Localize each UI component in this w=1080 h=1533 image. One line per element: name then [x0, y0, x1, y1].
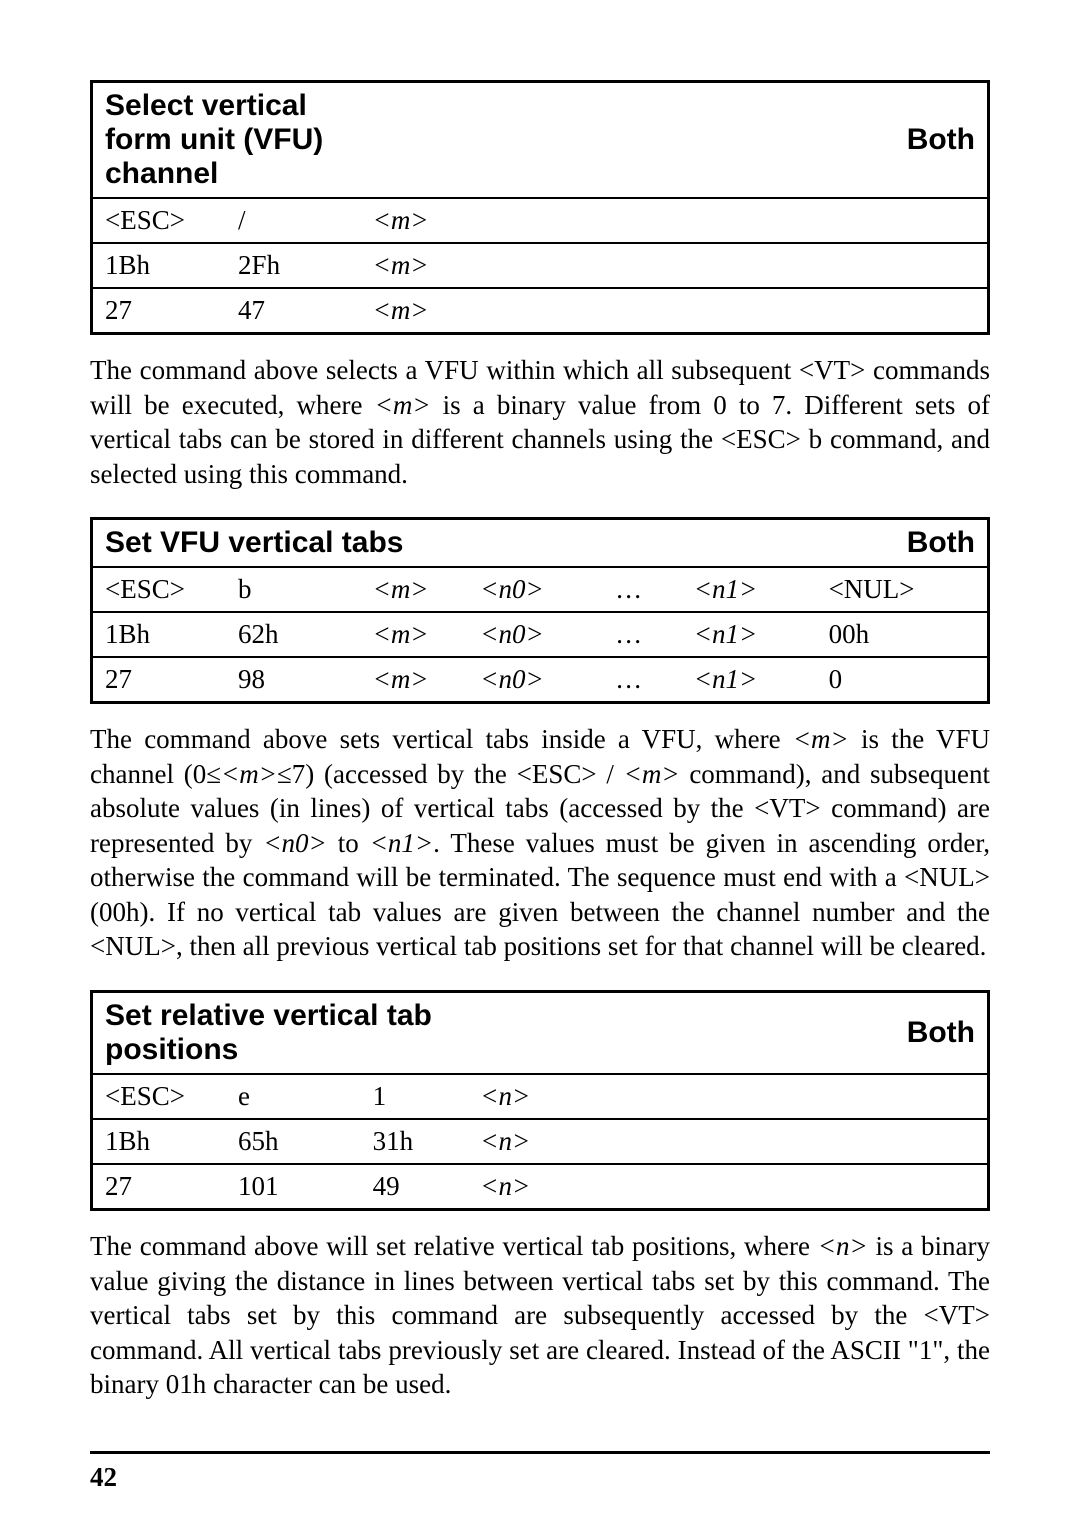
cell: 1 [361, 1074, 469, 1119]
cell: b [226, 567, 361, 612]
text: The command above will set relative vert… [90, 1231, 818, 1261]
cell [468, 288, 988, 334]
cell: <ESC> [92, 198, 227, 243]
cell: 1Bh [92, 1119, 227, 1164]
cell: / [226, 198, 361, 243]
cell: <m> [361, 567, 469, 612]
cell: <m> [361, 657, 469, 703]
cell: <m> [361, 243, 469, 288]
page-number: 42 [90, 1462, 117, 1492]
text-italic: <n> [818, 1231, 868, 1261]
text-italic: <m> [793, 724, 849, 754]
cell [855, 1164, 988, 1210]
table-row: 1Bh 65h 31h <n> [92, 1119, 989, 1164]
cell: 1Bh [92, 612, 227, 657]
text-italic: <m> [221, 759, 277, 789]
cell: <m> [361, 612, 469, 657]
cell: <n0> [468, 657, 603, 703]
cell [855, 1074, 988, 1119]
cell: <ESC> [92, 1074, 227, 1119]
cell: <NUL> [817, 567, 989, 612]
paragraph: The command above selects a VFU within w… [90, 353, 990, 491]
cell: <n> [468, 1074, 855, 1119]
cell [468, 198, 988, 243]
cell: 0 [817, 657, 989, 703]
cell: <n1> [682, 567, 817, 612]
table-mode: Both [603, 519, 988, 568]
table-row: <ESC> / <m> [92, 198, 989, 243]
cell: e [226, 1074, 361, 1119]
cell: <n> [468, 1164, 855, 1210]
cell: 31h [361, 1119, 469, 1164]
cell: 27 [92, 1164, 227, 1210]
text-italic: <n0> [263, 828, 326, 858]
page-footer: 42 [90, 1451, 990, 1493]
table-relative-tabs: Set relative vertical tab positions Both… [90, 990, 990, 1211]
cell: 49 [361, 1164, 469, 1210]
paragraph: The command above sets vertical tabs ins… [90, 722, 990, 964]
cell: 00h [817, 612, 989, 657]
cell: 101 [226, 1164, 361, 1210]
text: The command above sets vertical tabs ins… [90, 724, 793, 754]
table-row: 1Bh 62h <m> <n0> … <n1> 00h [92, 612, 989, 657]
text-italic: <m> [624, 759, 680, 789]
cell: <ESC> [92, 567, 227, 612]
cell: <n0> [468, 612, 603, 657]
cell: <n1> [682, 657, 817, 703]
table-mode: Both [361, 82, 989, 199]
table-title: Select vertical form unit (VFU) channel [92, 82, 361, 199]
table-vfu-tabs: Set VFU vertical tabs Both <ESC> b <m> <… [90, 517, 990, 704]
cell: 65h [226, 1119, 361, 1164]
text: to [327, 828, 370, 858]
table-row: <ESC> b <m> <n0> … <n1> <NUL> [92, 567, 989, 612]
cell: … [603, 612, 682, 657]
table-row: 27 101 49 <n> [92, 1164, 989, 1210]
cell: <n> [468, 1119, 855, 1164]
cell: … [603, 657, 682, 703]
table-row: 1Bh 2Fh <m> [92, 243, 989, 288]
cell: 47 [226, 288, 361, 334]
cell: 62h [226, 612, 361, 657]
cell: 2Fh [226, 243, 361, 288]
table-row: 27 47 <m> [92, 288, 989, 334]
cell: <n1> [682, 612, 817, 657]
table-title: Set VFU vertical tabs [92, 519, 604, 568]
cell: <m> [361, 288, 469, 334]
text-italic: <n1> [370, 828, 433, 858]
cell: 27 [92, 657, 227, 703]
cell: <n0> [468, 567, 603, 612]
table-row: <ESC> e 1 <n> [92, 1074, 989, 1119]
text-italic: <m> [375, 390, 431, 420]
table-title: Set relative vertical tab positions [92, 992, 469, 1075]
text: ≤7) (accessed by the <ESC> / [277, 759, 624, 789]
cell: <m> [361, 198, 469, 243]
table-row: 27 98 <m> <n0> … <n1> 0 [92, 657, 989, 703]
cell: 27 [92, 288, 227, 334]
cell [468, 243, 988, 288]
cell: 1Bh [92, 243, 227, 288]
paragraph: The command above will set relative vert… [90, 1229, 990, 1402]
cell: 98 [226, 657, 361, 703]
cell: … [603, 567, 682, 612]
table-vfu-channel: Select vertical form unit (VFU) channel … [90, 80, 990, 335]
cell [855, 1119, 988, 1164]
table-mode: Both [468, 992, 988, 1075]
